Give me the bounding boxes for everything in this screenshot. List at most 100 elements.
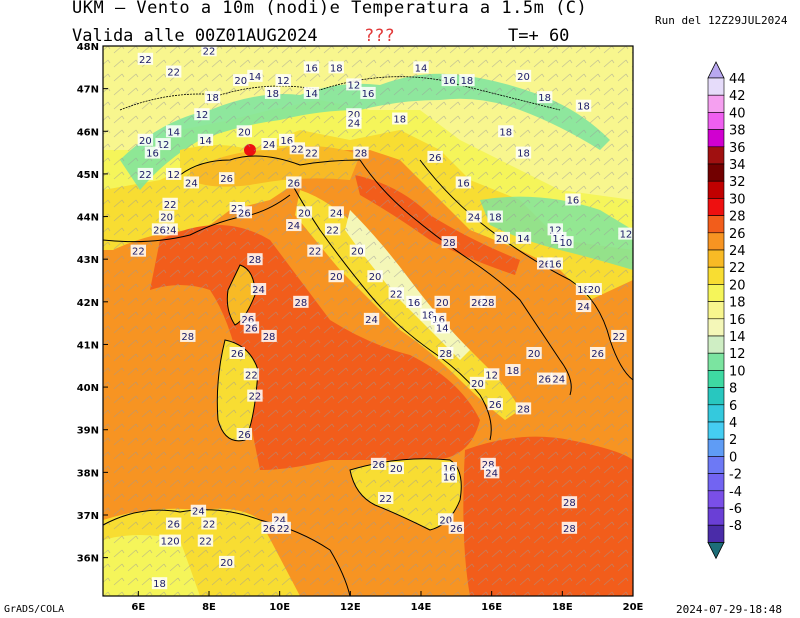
isotherm-label-text: 20 xyxy=(390,464,403,475)
isotherm-label-text: 20 xyxy=(160,213,173,224)
isotherm-label-box xyxy=(144,146,161,159)
isotherm-label-box xyxy=(151,223,168,236)
isotherm-label: 14 xyxy=(197,133,214,147)
isotherm-label: 22 xyxy=(388,287,404,300)
isotherm-label-box xyxy=(328,61,344,74)
isotherm-label: 12 xyxy=(618,227,633,241)
isotherm-label-box xyxy=(363,312,380,325)
isotherm-label: 18 xyxy=(536,91,553,104)
isotherm-label-box xyxy=(575,300,592,313)
isotherm-label: 24 xyxy=(328,206,344,219)
isotherm-label-text: 26 xyxy=(372,460,385,471)
colorbar-level-label: 4 xyxy=(729,416,737,431)
isotherm-label-text: 24 xyxy=(287,221,300,232)
forecast-step: T=+ 60 xyxy=(508,26,570,46)
isotherm-label-box xyxy=(137,52,154,65)
colorbar-level-label: -4 xyxy=(729,485,742,500)
isotherm-label-box xyxy=(250,283,267,296)
isotherm-label-box xyxy=(197,534,214,547)
run-time: Run del 12Z29JUL2024 xyxy=(655,14,788,27)
isotherm-label: 22 xyxy=(243,368,260,381)
isotherm-label-text: 22 xyxy=(203,520,216,531)
isotherm-label: 18 xyxy=(505,364,521,377)
isotherm-label-box xyxy=(233,74,249,87)
isotherm-label-text: 28 xyxy=(482,298,495,309)
isotherm-label: 20 xyxy=(328,270,344,283)
isotherm-label-text: 28 xyxy=(263,332,276,343)
isotherm-label: 24 xyxy=(466,210,482,224)
isotherm-label-box xyxy=(289,142,306,155)
isotherm-label: 24 xyxy=(363,312,380,326)
isotherm-label: 28 xyxy=(353,146,369,160)
isotherm-label-text: 26 xyxy=(591,349,604,360)
colorbar-level-label: 0 xyxy=(729,450,737,465)
lat-tick-label: 37N xyxy=(77,511,99,522)
lon-tick-label: 8E xyxy=(202,602,216,613)
colorbar-swatch xyxy=(707,198,725,216)
isotherm-label: 20 xyxy=(218,555,235,569)
isotherm-label-text: 26 xyxy=(238,208,251,219)
isotherm-label: 22 xyxy=(247,389,263,403)
isotherm-label-text: 26 xyxy=(231,349,244,360)
isotherm-label: 18 xyxy=(498,125,514,138)
isotherm-label-box xyxy=(236,206,253,219)
isotherm-label-box xyxy=(261,329,277,342)
isotherm-label-box xyxy=(218,172,235,185)
isotherm-label: 20 xyxy=(586,283,602,296)
isotherm-label: 20 xyxy=(349,244,366,258)
isotherm-label-box xyxy=(346,116,362,129)
isotherm-label: 12 xyxy=(194,108,210,121)
isotherm-label-box xyxy=(324,223,341,236)
isotherm-label-text: 26 xyxy=(167,520,180,531)
isotherm-label-box xyxy=(438,346,454,359)
isotherm-label-text: 26 xyxy=(538,375,551,386)
isotherm-label-box xyxy=(183,176,200,189)
isotherm-label-text: 20 xyxy=(369,272,382,283)
isotherm-label: 26 xyxy=(151,223,168,236)
isotherm-label-box xyxy=(236,125,253,138)
isotherm-label-box xyxy=(515,402,532,415)
colorbar-level-label: 26 xyxy=(729,227,746,242)
isotherm-label-box xyxy=(413,61,429,74)
isotherm-label-box xyxy=(229,346,245,359)
isotherm-label: 22 xyxy=(162,197,178,211)
isotherm-label-box xyxy=(586,283,602,296)
colorbar-level-label: 32 xyxy=(729,175,746,190)
isotherm-label-text: 18 xyxy=(489,213,502,224)
isotherm-label-box xyxy=(261,521,277,534)
lon-tick-label: 20E xyxy=(623,602,644,613)
isotherm-label-box xyxy=(243,368,260,381)
isotherm-label-box xyxy=(434,321,450,334)
lat-tick-label: 36N xyxy=(77,554,99,565)
isotherm-label-text: 16 xyxy=(280,136,293,147)
colorbar-swatch xyxy=(707,473,725,492)
lat-tick-label: 39N xyxy=(77,426,99,437)
isotherm-label-text: 22 xyxy=(139,170,152,181)
isotherm-label-box xyxy=(377,491,394,504)
isotherm-label-text: 26 xyxy=(241,315,254,326)
isotherm-label-box xyxy=(427,150,443,163)
isotherm-label-box xyxy=(388,287,404,300)
colorbar-level-label: -8 xyxy=(729,519,742,534)
colorbar-swatch xyxy=(707,129,725,148)
colorbar-level-label: 42 xyxy=(729,89,746,104)
isotherm-label-box xyxy=(565,193,581,206)
isotherm-label: 16 xyxy=(565,193,581,206)
isotherm-label: 12 xyxy=(483,368,500,381)
isotherm-label-box xyxy=(286,219,302,232)
map-title: UKM – Vento a 10m (nodi)e Temperatura a … xyxy=(72,0,588,18)
isotherm-label-box xyxy=(505,364,521,377)
isotherm-label: 20 xyxy=(434,295,450,309)
colorbar-swatch xyxy=(707,232,725,251)
isotherm-label-box xyxy=(459,74,475,87)
isotherm-label: 20 xyxy=(494,231,510,245)
isotherm-label-text: 24 xyxy=(192,507,205,518)
valid-time: Valida alle 00Z01AUG2024 xyxy=(72,26,318,46)
isotherm-label-text: 22 xyxy=(245,370,258,381)
colorbar-level-label: 10 xyxy=(729,364,746,379)
colorbar-level-label: 2 xyxy=(729,433,737,448)
isotherm-label-box xyxy=(349,244,366,257)
isotherm-label-text: 24 xyxy=(330,208,343,219)
isotherm-label-text: 28 xyxy=(355,149,368,160)
isotherm-label-box xyxy=(151,577,168,590)
